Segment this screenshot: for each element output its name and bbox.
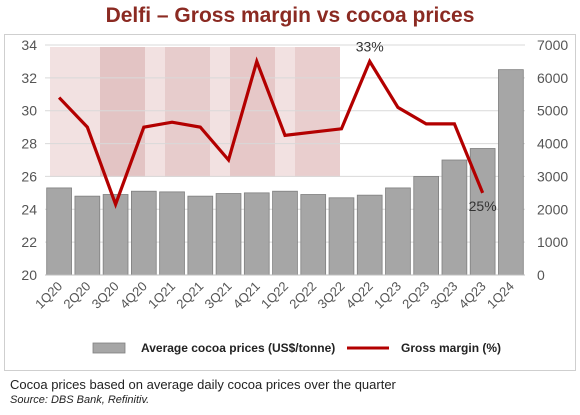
x-axis-tick: 4Q22 (343, 279, 376, 312)
product-photo-background (50, 47, 340, 177)
x-axis-tick: 1Q23 (371, 279, 404, 312)
right-axis-tick: 3000 (537, 168, 568, 184)
left-axis-tick: 32 (21, 70, 37, 86)
cocoa-price-bar (328, 197, 355, 276)
x-axis-tick: 1Q20 (32, 279, 65, 312)
annotations: 33% 25% (356, 38, 497, 213)
photo-wrapper (165, 47, 210, 177)
cocoa-price-bar (356, 194, 383, 276)
left-axis-tick: 30 (21, 103, 37, 119)
cocoa-price-bar (159, 191, 185, 276)
cocoa-price-bar (215, 193, 242, 276)
x-axis-tick: 1Q21 (145, 279, 178, 312)
right-axis-tick: 4000 (537, 136, 568, 152)
x-axis-tick: 3Q23 (427, 279, 460, 312)
x-axis-tick: 1Q24 (484, 279, 517, 312)
photo-wrapper (295, 47, 340, 177)
left-axis-tick: 24 (21, 201, 37, 217)
left-axis-tick: 28 (21, 136, 37, 152)
chart-area: 20 22 24 26 28 30 32 34 0 1000 2000 3000 4000 5000 600… (4, 34, 576, 371)
x-axis-tick: 4Q21 (230, 279, 263, 312)
right-axis-tick: 7000 (537, 37, 568, 53)
cocoa-price-bars (46, 69, 524, 276)
legend-line-label: Gross margin (%) (401, 341, 501, 355)
x-axis-tick: 2Q21 (173, 279, 206, 312)
chart-title: Delfi – Gross margin vs cocoa prices (105, 4, 475, 27)
footnote: Cocoa prices based on average daily coco… (10, 377, 396, 392)
left-axis-tick: 22 (21, 234, 37, 250)
left-axis-tick: 34 (21, 37, 37, 53)
cocoa-price-bar (385, 187, 411, 276)
cocoa-price-bar (498, 69, 524, 276)
x-axis-tick: 2Q23 (399, 279, 432, 312)
x-axis-tick: 4Q20 (117, 279, 150, 312)
cocoa-price-bar (243, 192, 270, 276)
gross-margin-line (57, 56, 485, 210)
legend: Average cocoa prices (US$/tonne) Gross ma… (92, 341, 501, 355)
left-axis-tick: 26 (21, 168, 37, 184)
x-axis-tick: 2Q20 (60, 279, 93, 312)
cocoa-price-bar (272, 190, 298, 276)
cocoa-price-bar (74, 195, 101, 276)
x-axis-tick: 4Q23 (456, 279, 489, 312)
legend-bar-label: Average cocoa prices (US$/tonne) (141, 341, 335, 355)
photo-wrapper (100, 47, 145, 177)
left-axis-tick: 20 (21, 267, 37, 283)
x-axis-tick: 3Q21 (202, 279, 235, 312)
x-axis-tick: 3Q22 (314, 279, 347, 312)
data-label: 25% (469, 198, 497, 214)
data-label: 33% (356, 38, 384, 54)
cocoa-price-bar (46, 187, 72, 276)
right-axis-tick: 2000 (537, 201, 568, 217)
legend-bar-swatch (92, 342, 126, 354)
chart-svg: 20 22 24 26 28 30 32 34 0 1000 2000 3000 4000 5000 600… (21, 37, 568, 355)
right-axis-tick: 0 (537, 267, 545, 283)
right-axis-tick: 5000 (537, 103, 568, 119)
x-axis-tick: 1Q22 (258, 279, 291, 312)
cocoa-price-bar (441, 159, 468, 276)
cocoa-price-bar (131, 190, 157, 276)
gross-margin-polyline (57, 56, 485, 210)
right-axis-tick: 6000 (537, 70, 568, 86)
source-note: Source: DBS Bank, Refinitiv. (10, 394, 150, 406)
x-axis-tick: 2Q22 (286, 279, 319, 312)
cocoa-price-bar (413, 176, 439, 276)
cocoa-price-bar (187, 195, 214, 276)
right-axis-tick: 1000 (537, 234, 568, 250)
cocoa-price-bar (300, 194, 327, 276)
x-axis-tick: 3Q20 (89, 279, 122, 312)
photo-wrapper (230, 47, 275, 177)
